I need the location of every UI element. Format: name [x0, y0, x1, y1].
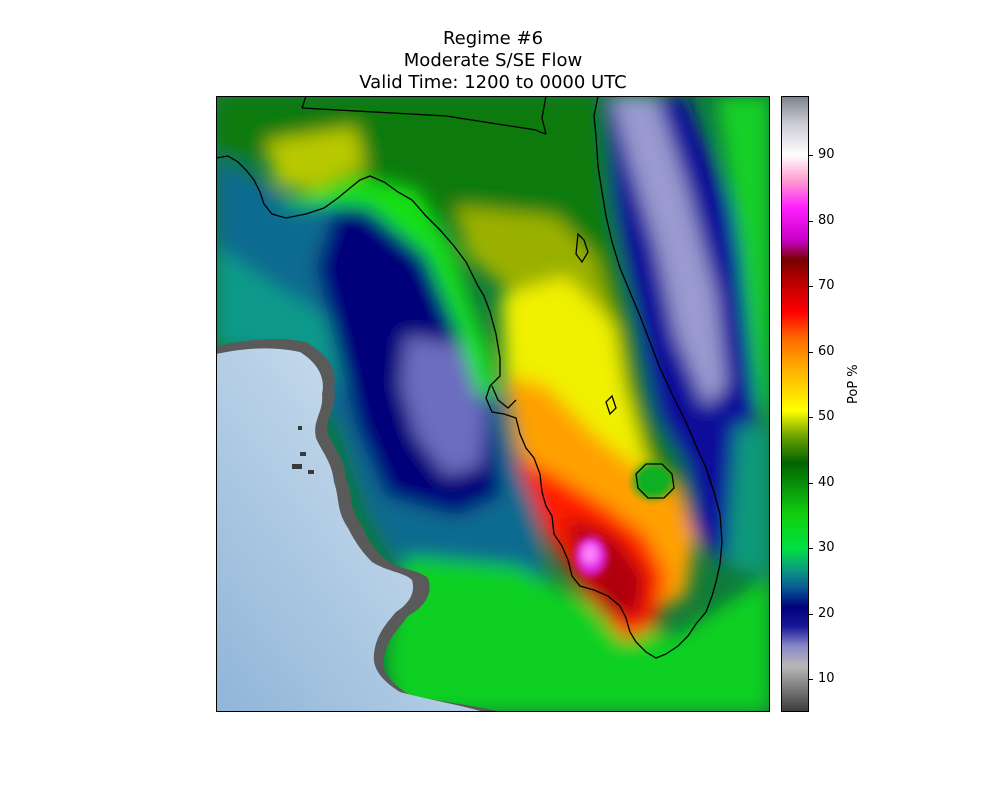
atlantic-teal-south	[726, 426, 770, 576]
straits-green	[386, 556, 770, 712]
pop-field	[216, 96, 770, 712]
colorbar-tick-label: 10	[818, 671, 835, 687]
atlantic-coastline	[593, 96, 723, 655]
colorbar-tick-label: 80	[818, 212, 835, 228]
colorbar-tick-mark	[809, 220, 813, 222]
west-teal	[216, 246, 346, 396]
gulf-no-data	[216, 348, 484, 712]
colorbar-tick-label: 20	[818, 605, 835, 621]
colorbar-tick-mark	[809, 482, 813, 484]
tampa-bay	[491, 385, 517, 409]
colorbar-svg	[781, 96, 809, 712]
pop-max-core	[582, 544, 598, 564]
pop-maximum	[575, 463, 673, 576]
chart-title: Regime #6 Moderate S/SE Flow Valid Time:…	[216, 28, 770, 94]
colorbar-tick-mark	[809, 548, 813, 550]
north-land-dark	[216, 96, 696, 516]
title-line-3: Valid Time: 1200 to 0000 UTC	[359, 72, 627, 93]
st-johns-river	[541, 96, 547, 135]
colorbar-tick-mark	[809, 613, 813, 615]
colorbar-tick-label: 70	[818, 278, 835, 294]
colorbar-tick-mark	[809, 286, 813, 288]
north-yellow-1	[266, 126, 366, 191]
lake-george	[575, 232, 589, 264]
gulf-coastline	[216, 155, 667, 659]
atlantic-green-far	[716, 96, 770, 426]
colorbar-tick-label: 50	[818, 409, 835, 425]
state-line-al	[301, 96, 307, 109]
lake-okeechobee-field	[633, 463, 673, 499]
colorbar-label: PoP %	[846, 364, 861, 404]
pop-map-panel	[216, 96, 770, 712]
colorbar-tick-label: 30	[818, 540, 835, 556]
pop-map	[216, 96, 770, 712]
coastline	[216, 96, 723, 659]
lake-kissimmee	[605, 394, 617, 416]
colorbar-tick-mark	[809, 417, 813, 419]
atlantic-lavender-band	[611, 96, 726, 406]
colorbar	[781, 96, 809, 712]
colorbar-tick-mark	[809, 679, 813, 681]
colorbar-tick-label: 60	[818, 343, 835, 359]
colorbar-tick-mark	[809, 351, 813, 353]
colorbar-gradient	[781, 96, 809, 712]
title-line-1: Regime #6	[442, 28, 544, 49]
colorbar-ticks: 10 20 30 40 50 60 70 80 90	[809, 96, 849, 712]
map-frame	[216, 96, 770, 712]
gulf-islands	[292, 426, 314, 474]
colorbar-frame	[781, 96, 809, 712]
colorbar-tick-label: 90	[818, 146, 835, 162]
colorbar-tick-mark	[809, 154, 813, 156]
lake-okeechobee	[635, 463, 675, 499]
colorbar-tick-label: 40	[818, 474, 835, 490]
gulf-lavender	[401, 336, 486, 476]
title-line-2: Moderate S/SE Flow	[403, 50, 583, 71]
state-line-ga	[301, 107, 547, 135]
